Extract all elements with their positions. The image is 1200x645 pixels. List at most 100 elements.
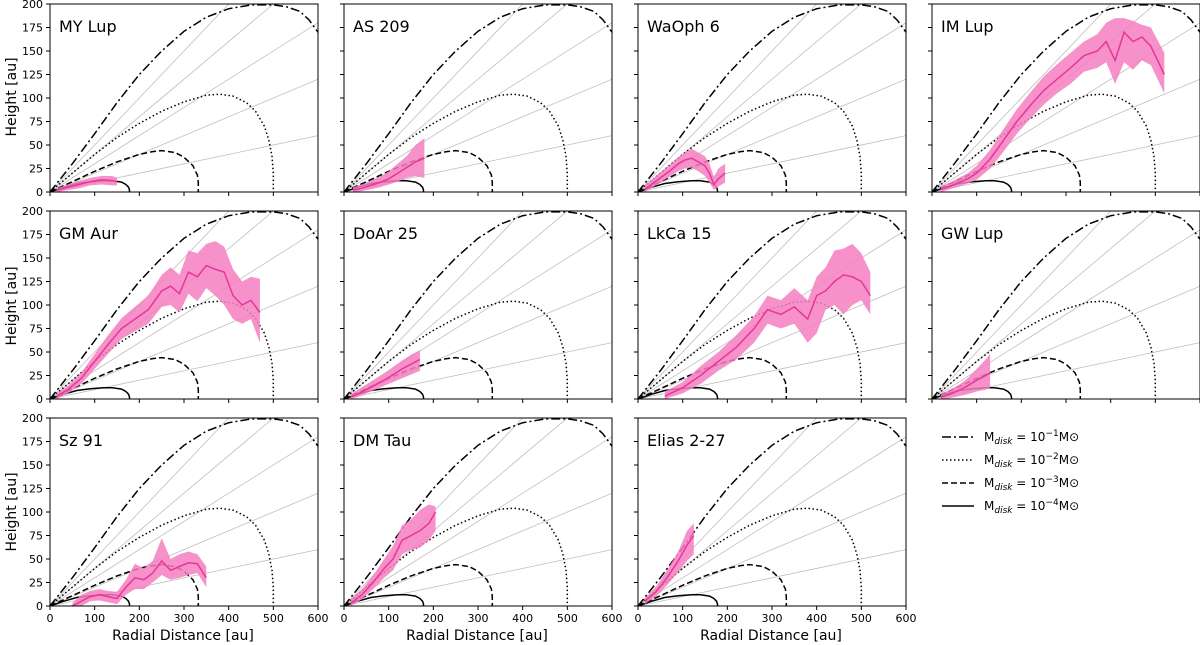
model-curve-1e-2 (344, 507, 569, 606)
model-curve-1e-3 (638, 149, 788, 192)
y-tick-label: 50 (29, 139, 43, 152)
model-curve-1e-2 (932, 300, 1157, 399)
x-tick-label: 200 (717, 612, 738, 625)
x-tick-label: 600 (308, 612, 329, 625)
y-tick-label: 25 (29, 163, 43, 176)
y-axis-title-row-3: Height [au] (4, 472, 20, 551)
x-tick-label: 500 (851, 612, 872, 625)
plot-area (932, 211, 1200, 399)
ratio-line (638, 78, 906, 192)
model-curve-1e-1 (638, 211, 906, 399)
panel-11: 0 100 200 300 400 500 600 Elias 2-27 (634, 417, 917, 625)
height-profile-line (56, 179, 118, 191)
plot-area (50, 211, 318, 399)
model-curve-1e-3 (50, 356, 200, 399)
ratio-line (344, 4, 524, 192)
x-tick-label: 600 (602, 612, 623, 625)
panel-title: DoAr 25 (353, 224, 418, 243)
uncertainty-band (56, 241, 260, 399)
y-tick-label: 175 (22, 229, 43, 242)
y-tick-label: 125 (22, 483, 43, 496)
legend-label: Mdisk = 10−3M⊙ (984, 475, 1079, 493)
ratio-line (638, 549, 906, 606)
x-tick-label: 0 (47, 612, 54, 625)
panel-7: LkCa 15 (634, 210, 907, 403)
height-profile-line (352, 157, 425, 191)
height-profile-line (644, 157, 726, 190)
panel-title: Sz 91 (59, 431, 103, 450)
x-tick-label: 100 (84, 612, 105, 625)
y-tick-label: 150 (22, 252, 43, 265)
model-curve-1e-1 (932, 4, 1200, 192)
y-tick-label: 150 (22, 45, 43, 58)
x-tick-label: 300 (762, 612, 783, 625)
height-profile-line (350, 358, 421, 398)
model-curve-1e-2 (932, 93, 1157, 192)
x-tick-label: 400 (806, 612, 827, 625)
panel-title: DM Tau (353, 431, 411, 450)
plot-area (50, 4, 318, 192)
x-tick-label: 100 (672, 612, 693, 625)
x-tick-label: 200 (423, 612, 444, 625)
ratio-line (638, 418, 862, 606)
panel-title: IM Lup (941, 17, 994, 36)
x-tick-label: 200 (129, 612, 150, 625)
x-axis-title-col-2: Radial Distance [au] (406, 628, 548, 644)
model-curve-1e-2 (638, 507, 863, 606)
y-tick-label: 25 (29, 577, 43, 590)
ratio-line (50, 78, 318, 192)
uncertainty-band (940, 353, 991, 399)
y-axis-title-row-2: Height [au] (4, 266, 20, 345)
model-curve-1e-1 (932, 211, 1200, 399)
y-tick-label: 175 (22, 436, 43, 449)
uncertainty-band (350, 504, 436, 606)
y-tick-label: 100 (22, 506, 43, 519)
model-curve-1e-2 (638, 300, 863, 399)
ratio-line (50, 418, 230, 606)
panel-4: IM Lup (928, 3, 1200, 196)
legend: Mdisk = 10−1M⊙ Mdisk = 10−2M⊙ Mdisk = 10−3… (942, 429, 1079, 516)
model-curve-1e-1 (638, 4, 906, 192)
model-curve-1e-2 (50, 507, 275, 606)
ratio-line (932, 4, 1112, 192)
height-profile-line (71, 559, 207, 606)
panel-6: DoAr 25 (340, 210, 613, 403)
plot-area (344, 211, 612, 399)
x-tick-label: 400 (512, 612, 533, 625)
legend-label: Mdisk = 10−1M⊙ (984, 429, 1079, 447)
panel-title: LkCa 15 (647, 224, 712, 243)
model-curve-1e-3 (638, 356, 788, 399)
y-tick-label: 0 (36, 393, 43, 406)
model-curve-1e-2 (50, 93, 275, 192)
y-axis-title-row-1: Height [au] (4, 57, 20, 136)
uncertainty-band (644, 148, 726, 192)
plot-area (344, 4, 612, 192)
y-tick-label: 150 (22, 459, 43, 472)
ratio-line (50, 229, 318, 399)
panel-2: AS 209 (340, 3, 613, 196)
y-tick-label: 100 (22, 92, 43, 105)
model-curve-1e-4 (638, 593, 719, 606)
ratio-line (50, 22, 318, 192)
x-tick-label: 500 (263, 612, 284, 625)
ratio-line (50, 4, 230, 192)
y-tick-label: 100 (22, 299, 43, 312)
uncertainty-band (664, 243, 871, 399)
uncertainty-band (350, 350, 420, 399)
model-curve-1e-3 (50, 149, 200, 192)
plot-area (344, 418, 612, 606)
panel-title: MY Lup (59, 17, 117, 36)
uncertainty-band (940, 18, 1165, 192)
model-curve-1e-1 (344, 4, 612, 192)
panel-5: 0 25 50 75 100 125 150 175 200 GM Aur (22, 205, 319, 406)
legend-label: Mdisk = 10−4M⊙ (984, 498, 1079, 516)
ratio-line (932, 211, 1156, 399)
y-tick-label: 125 (22, 69, 43, 82)
y-tick-label: 200 (22, 412, 43, 425)
y-tick-label: 50 (29, 553, 43, 566)
height-profile-line (350, 511, 437, 604)
height-profile-line (56, 264, 261, 397)
model-curve-1e-2 (638, 93, 863, 192)
ratio-line (638, 211, 818, 399)
